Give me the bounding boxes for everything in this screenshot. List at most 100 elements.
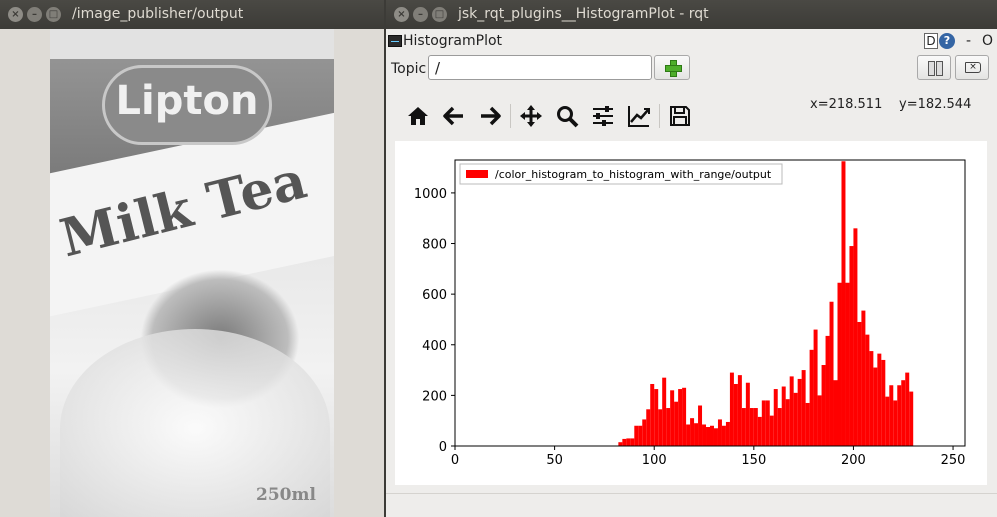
- maximize-icon[interactable]: □: [46, 7, 61, 22]
- histogram-bar: [845, 282, 850, 446]
- histogram-bar: [905, 372, 910, 446]
- x-tick-label: 0: [451, 453, 459, 468]
- histogram-bar: [773, 389, 778, 446]
- histogram-bar: [706, 427, 710, 446]
- close-icon[interactable]: ×: [8, 7, 23, 22]
- histogram-bar: [670, 390, 675, 446]
- histogram-bar: [690, 418, 695, 446]
- maximize-icon[interactable]: □: [432, 7, 447, 22]
- histogram-bar: [630, 438, 635, 446]
- histogram-bar: [873, 367, 878, 446]
- histogram-bar: [733, 383, 738, 446]
- image-viewer-window: × – □ /image_publisher/output Lipton Mil…: [0, 0, 384, 517]
- save-icon[interactable]: [662, 100, 698, 132]
- y-tick-label: 400: [422, 339, 447, 354]
- histogram-bar: [885, 396, 890, 446]
- histogram-bar: [757, 416, 762, 446]
- axes-edit-icon[interactable]: [621, 100, 657, 132]
- histogram-bar: [745, 382, 750, 446]
- minimize-icon[interactable]: –: [27, 7, 42, 22]
- pan-move-icon[interactable]: [513, 100, 549, 132]
- histogram-bar: [638, 425, 643, 446]
- close-icon[interactable]: ×: [394, 7, 409, 22]
- cursor-y-readout: y=182.544: [899, 97, 972, 112]
- histogram-bar: [861, 310, 866, 446]
- clear-button[interactable]: ×: [955, 55, 989, 80]
- axes-frame: [454, 159, 966, 447]
- rqt-window-titlebar[interactable]: × – □ jsk_rqt_plugins__HistogramPlot - r…: [386, 0, 997, 29]
- histogram-bar: [781, 386, 786, 446]
- histogram-bar: [662, 377, 667, 446]
- histogram-bar: [654, 389, 659, 446]
- histogram-bar: [817, 395, 822, 446]
- plugin-minimize-button[interactable]: -: [966, 33, 972, 49]
- legend: /color_histogram_to_histogram_with_range…: [459, 163, 783, 185]
- plugin-header: HistogramPlot D ? - O: [386, 31, 997, 53]
- image-window-titlebar[interactable]: × – □ /image_publisher/output: [0, 0, 384, 29]
- x-tick-label: 150: [741, 453, 766, 468]
- histogram-bar: [634, 425, 639, 446]
- histogram-bar: [694, 423, 699, 446]
- legend-swatch: [466, 170, 488, 178]
- minimize-icon[interactable]: –: [413, 7, 428, 22]
- histogram-bar: [809, 349, 814, 446]
- add-topic-button[interactable]: [654, 55, 690, 80]
- histogram-bar: [682, 387, 687, 446]
- x-tick-label: 250: [941, 453, 966, 468]
- y-tick-label: 1000: [414, 187, 447, 202]
- histogram-bar: [869, 351, 874, 446]
- histogram-chart: 0 50 100 150 200 250 0 200 400 600 800 1000 /color…: [414, 159, 966, 468]
- histogram-bar: [753, 408, 758, 446]
- histogram-bar: [865, 334, 870, 446]
- histogram-bar: [713, 428, 718, 446]
- zoom-icon[interactable]: [549, 100, 585, 132]
- y-tick-label: 600: [422, 288, 447, 303]
- histogram-bar: [674, 401, 679, 446]
- status-strip: [386, 493, 997, 517]
- home-icon[interactable]: [400, 100, 436, 132]
- topic-label: Topic: [391, 61, 427, 77]
- histogram-bar: [741, 408, 746, 446]
- histogram-bar: [821, 365, 826, 446]
- pause-button[interactable]: [917, 55, 951, 80]
- help-icon[interactable]: ?: [939, 33, 955, 49]
- forward-arrow-icon[interactable]: [472, 100, 508, 132]
- histogram-bar: [889, 385, 894, 446]
- histogram-bar: [813, 329, 818, 446]
- image-window-title: /image_publisher/output: [72, 6, 244, 22]
- plus-icon: [665, 60, 682, 77]
- cursor-x-readout: x=218.511: [810, 97, 883, 112]
- published-image: Lipton Milk Tea 250ml: [50, 29, 334, 517]
- dock-button[interactable]: D: [924, 33, 938, 49]
- toolbar-separator: [659, 104, 660, 128]
- subplots-config-icon[interactable]: [585, 100, 621, 132]
- topic-input[interactable]: [428, 55, 652, 80]
- histogram-bar: [805, 402, 810, 446]
- histogram-bar: [849, 246, 854, 446]
- histogram-bar: [686, 424, 691, 446]
- plugin-icon: [388, 35, 402, 47]
- histogram-bar: [761, 400, 766, 446]
- back-arrow-icon[interactable]: [436, 100, 472, 132]
- histogram-bar: [837, 282, 842, 446]
- histogram-bar: [881, 359, 886, 446]
- histogram-bar: [646, 409, 651, 446]
- x-tick-label: 200: [841, 453, 866, 468]
- brand-text: Lipton: [115, 78, 259, 124]
- plot-toolbar: [400, 100, 698, 132]
- plugin-close-button[interactable]: O: [982, 33, 994, 49]
- histogram-bar: [893, 400, 898, 446]
- histogram-bar: [825, 335, 830, 446]
- x-tick-label: 100: [642, 453, 667, 468]
- histogram-bar: [793, 392, 798, 446]
- x-tick-label: 50: [546, 453, 563, 468]
- histogram-bar: [801, 370, 806, 446]
- histogram-plot-canvas[interactable]: 0 50 100 150 200 250 0 200 400 600 800 1000 /color…: [395, 141, 987, 485]
- histogram-bar: [725, 421, 730, 446]
- histogram-bar: [785, 399, 790, 446]
- histogram-bar: [721, 425, 726, 446]
- histogram-bar: [702, 424, 707, 446]
- histogram-bar: [857, 321, 862, 446]
- histogram-bar: [678, 389, 683, 446]
- histogram-bar: [749, 408, 754, 446]
